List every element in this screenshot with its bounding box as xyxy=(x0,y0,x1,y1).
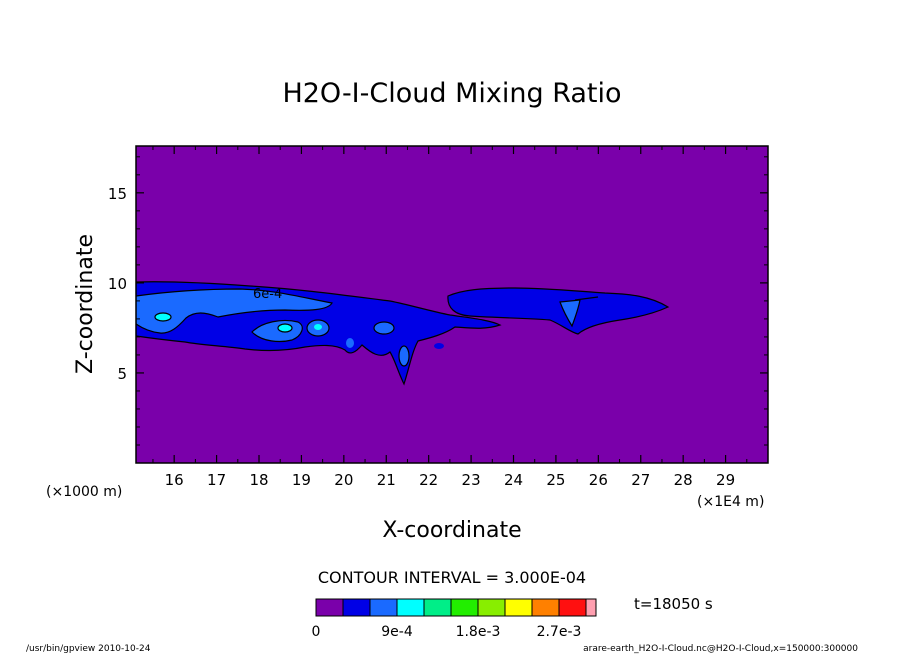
colorbar xyxy=(315,598,597,617)
x-tick-label: 27 xyxy=(631,471,650,489)
contour-band-level-3 xyxy=(278,324,292,332)
time-label: t=18050 s xyxy=(634,595,713,613)
colorbar-swatch xyxy=(531,598,560,617)
colorbar-swatch xyxy=(369,598,398,617)
contour-band-level-2-g xyxy=(560,300,580,326)
colorbar-swatch xyxy=(315,598,344,617)
colorbar-swatch xyxy=(396,598,425,617)
x-tick-label: 24 xyxy=(504,471,523,489)
contour-lines xyxy=(135,281,670,386)
x-unit-label: (×1E4 m) xyxy=(697,494,764,510)
contour-band-level-3 xyxy=(314,324,322,330)
contour-blob-small xyxy=(474,324,482,328)
footer-right: arare-earth_H2O-I-Cloud.nc@H2O-I-Cloud,x… xyxy=(583,644,858,654)
y-axis-label: Z-coordinate xyxy=(73,234,98,374)
x-tick-label: 28 xyxy=(674,471,693,489)
contour-interval-text: CONTOUR INTERVAL = 3.000E-04 xyxy=(318,568,586,587)
colorbar-label: 2.7e-3 xyxy=(537,624,582,640)
x-tick-label: 19 xyxy=(292,471,311,489)
y-unit-label: (×1000 m) xyxy=(46,484,122,500)
contour-band-level-2 xyxy=(136,289,332,334)
contour-band-level-2-e xyxy=(399,346,409,366)
chart-title: H2O-I-Cloud Mixing Ratio xyxy=(282,78,621,109)
x-axis-label: X-coordinate xyxy=(382,518,521,543)
colorbar-labels: 0 9e-4 1.8e-3 2.7e-3 xyxy=(312,624,582,640)
colorbar-swatch xyxy=(450,598,479,617)
colorbar-swatch xyxy=(558,598,587,617)
x-tick-label: 16 xyxy=(165,471,184,489)
x-tick-label: 20 xyxy=(334,471,353,489)
footer-left: /usr/bin/gpview 2010-10-24 xyxy=(26,644,151,654)
x-tick-label: 21 xyxy=(377,471,396,489)
y-axis: 5 10 15 xyxy=(108,156,768,446)
colorbar-swatch xyxy=(504,598,533,617)
contour-band-level-1-east xyxy=(447,288,668,334)
x-tick-label: 25 xyxy=(546,471,565,489)
x-tick-label: 18 xyxy=(249,471,268,489)
plot-area: 6e-4 xyxy=(135,145,769,464)
contour-blob-small xyxy=(434,343,444,349)
colorbar-label: 9e-4 xyxy=(381,624,413,640)
y-tick-label: 5 xyxy=(117,365,127,383)
y-tick-label: 10 xyxy=(108,275,127,293)
contour-band-level-2-f xyxy=(346,338,354,348)
contour-band-level-3 xyxy=(155,313,171,321)
x-axis: 16 17 18 19 20 21 22 23 24 25 26 27 28 29 xyxy=(152,146,748,489)
colorbar-swatch xyxy=(585,598,597,617)
x-tick-label: 22 xyxy=(419,471,438,489)
colorbar-label: 1.8e-3 xyxy=(456,624,501,640)
colorbar-swatch xyxy=(342,598,371,617)
x-tick-label: 26 xyxy=(589,471,608,489)
x-tick-label: 29 xyxy=(716,471,735,489)
contour-label: 6e-4 xyxy=(253,287,282,302)
x-tick-label: 23 xyxy=(462,471,481,489)
x-tick-label: 17 xyxy=(207,471,226,489)
colorbar-swatch xyxy=(477,598,506,617)
colorbar-label: 0 xyxy=(312,624,321,640)
contour-band-level-2-d xyxy=(374,322,394,334)
plot-frame xyxy=(135,145,769,464)
y-tick-label: 15 xyxy=(108,185,127,203)
colorbar-swatch xyxy=(423,598,452,617)
